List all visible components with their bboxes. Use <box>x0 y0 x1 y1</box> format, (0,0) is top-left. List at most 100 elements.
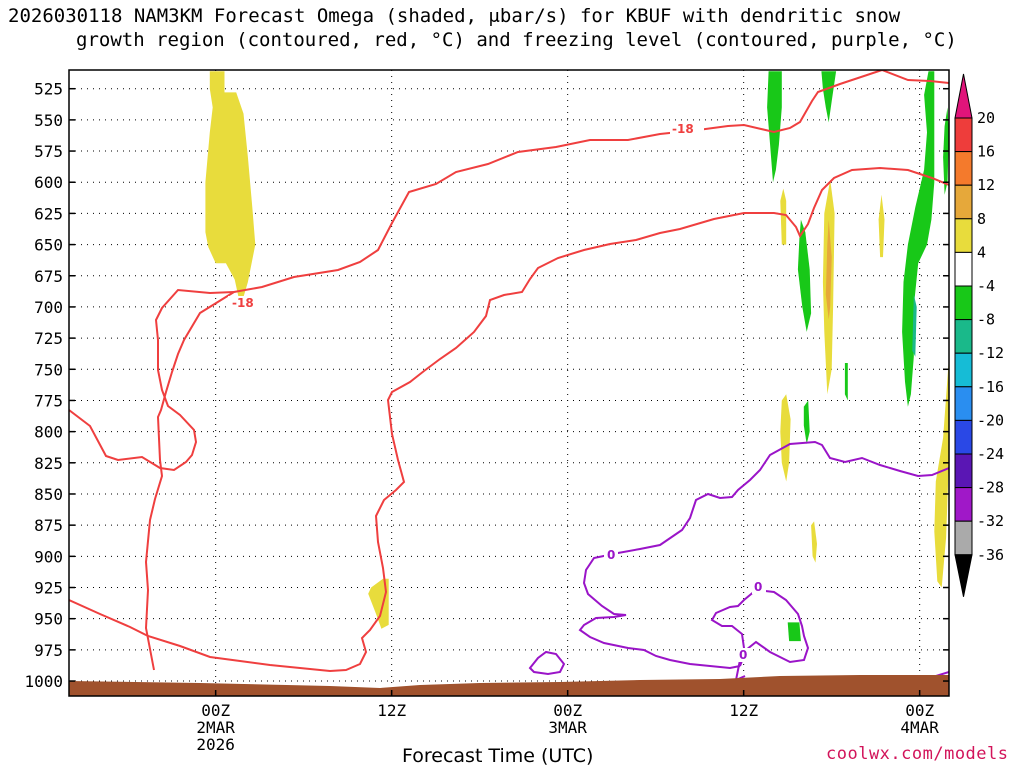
colorbar-segment <box>954 487 973 522</box>
colorbar-segment <box>954 184 973 220</box>
contour-label-bg <box>670 122 704 136</box>
colorbar-label: 8 <box>977 210 986 228</box>
colorbar-bottom-triangle <box>954 554 973 597</box>
colorbar-label: 20 <box>977 109 995 127</box>
colorbar-segment <box>954 419 973 455</box>
dendritic-contour-middle <box>69 166 949 673</box>
colorbar-segment <box>954 251 973 287</box>
colorbar-label: 4 <box>977 243 986 261</box>
colorbar-segment <box>954 218 973 253</box>
colorbar-label: -36 <box>977 546 1004 564</box>
colorbar-label: -12 <box>977 344 1004 362</box>
x-tick-label: 2026 <box>196 735 235 754</box>
x-tick-label: 2MAR <box>196 718 235 737</box>
plot-area <box>69 70 949 696</box>
colorbar-segment <box>954 151 973 186</box>
omega-sinking-patch <box>821 71 837 123</box>
dendritic-contour-upper <box>144 70 949 671</box>
y-tick-label: 550 <box>34 111 63 130</box>
x-tick-label: 3MAR <box>548 718 587 737</box>
omega-rising-patch <box>934 356 949 588</box>
colorbar-label: 12 <box>977 176 995 194</box>
freezing-contour-main <box>578 440 949 670</box>
contour-label-bg <box>228 296 262 310</box>
y-tick-label: 950 <box>34 610 63 629</box>
contour-labels: -18 -18 0 0 0 <box>228 122 766 662</box>
colorbar-label: -8 <box>977 311 995 329</box>
colorbar-label: 16 <box>977 143 995 161</box>
colorbar-label: -32 <box>977 512 1004 530</box>
x-tick-label: 00Z <box>201 701 230 720</box>
omega-rising-patch <box>205 71 256 307</box>
y-tick-label: 925 <box>34 579 63 598</box>
colorbar-segment <box>954 386 973 421</box>
y-tick-label: 850 <box>34 485 63 504</box>
colorbar-segment <box>954 285 973 321</box>
y-tick-label: 825 <box>34 454 63 473</box>
contour-label-bg <box>604 548 618 562</box>
colorbar-label: -24 <box>977 445 1004 463</box>
x-tick-label: 12Z <box>377 701 406 720</box>
freezing-label-2: 0 <box>754 580 762 594</box>
x-axis-label: Forecast Time (UTC) <box>402 745 594 767</box>
chart-title-line-1: 2026030118 NAM3KM Forecast Omega (shaded… <box>8 5 901 27</box>
chart-title-line-2: growth region (contoured, red, °C) and f… <box>76 29 957 51</box>
y-tick-label: 650 <box>34 236 63 255</box>
grid <box>69 70 949 696</box>
y-tick-label: 700 <box>34 298 63 317</box>
omega-rising-patch <box>878 194 885 258</box>
y-axis-ticks: 525 550 575 600 625 650 675 700 725 750 775 800 825 8… <box>24 80 949 691</box>
y-tick-label: 750 <box>34 360 63 379</box>
x-tick-label: 12Z <box>729 701 758 720</box>
omega-rising-patch <box>825 219 832 320</box>
y-tick-label: 800 <box>34 423 63 442</box>
contours <box>69 70 949 682</box>
x-tick-label: 00Z <box>905 701 934 720</box>
y-tick-label: 625 <box>34 204 63 223</box>
terrain <box>69 675 949 696</box>
y-tick-label: 1000 <box>24 672 63 691</box>
omega-rising-patch <box>811 521 817 563</box>
colorbar: 20 16 12 8 4 -4 -8 -12 -16 -20 -24 -28 -32 -36 <box>954 73 1004 597</box>
omega-sinking-patch <box>902 71 935 407</box>
colorbar-label: -20 <box>977 411 1004 429</box>
omega-rising-patch <box>780 188 787 245</box>
freezing-label-3: 0 <box>739 648 747 662</box>
colorbar-segment <box>954 319 973 354</box>
freezing-label-1: 0 <box>607 548 615 562</box>
contour-label-bg <box>737 648 751 662</box>
omega-sinking-patch <box>787 622 801 642</box>
credit-link[interactable]: coolwx.com/models <box>826 744 1009 764</box>
colorbar-segment <box>954 117 973 153</box>
omega-sinking-patch <box>844 363 848 401</box>
y-tick-label: 725 <box>34 329 63 348</box>
x-tick-label: 4MAR <box>900 718 939 737</box>
dendritic-contour-lower <box>69 288 235 472</box>
y-tick-label: 600 <box>34 173 63 192</box>
dendritic-label-1: -18 <box>232 296 254 310</box>
freezing-contour-loop-left <box>528 650 566 676</box>
y-tick-label: 775 <box>34 391 63 410</box>
contour-label-bg <box>752 580 766 594</box>
omega-sinking-patch <box>803 400 810 445</box>
omega-shading <box>205 71 949 642</box>
colorbar-label: -4 <box>977 277 995 295</box>
colorbar-segment <box>954 352 973 388</box>
y-tick-label: 525 <box>34 80 63 99</box>
x-tick-label: 00Z <box>553 701 582 720</box>
colorbar-segment <box>954 453 973 489</box>
y-tick-label: 975 <box>34 641 63 660</box>
omega-rising-patch <box>780 394 791 482</box>
omega-sinking-patch <box>797 219 812 332</box>
colorbar-top-triangle <box>954 73 973 119</box>
plot-frame <box>68 69 950 697</box>
y-tick-label: 575 <box>34 142 63 161</box>
y-tick-label: 900 <box>34 547 63 566</box>
colorbar-label: -28 <box>977 479 1004 497</box>
y-tick-label: 875 <box>34 516 63 535</box>
y-tick-label: 675 <box>34 267 63 286</box>
dendritic-label-2: -18 <box>672 122 694 136</box>
omega-rising-patch <box>368 578 389 629</box>
